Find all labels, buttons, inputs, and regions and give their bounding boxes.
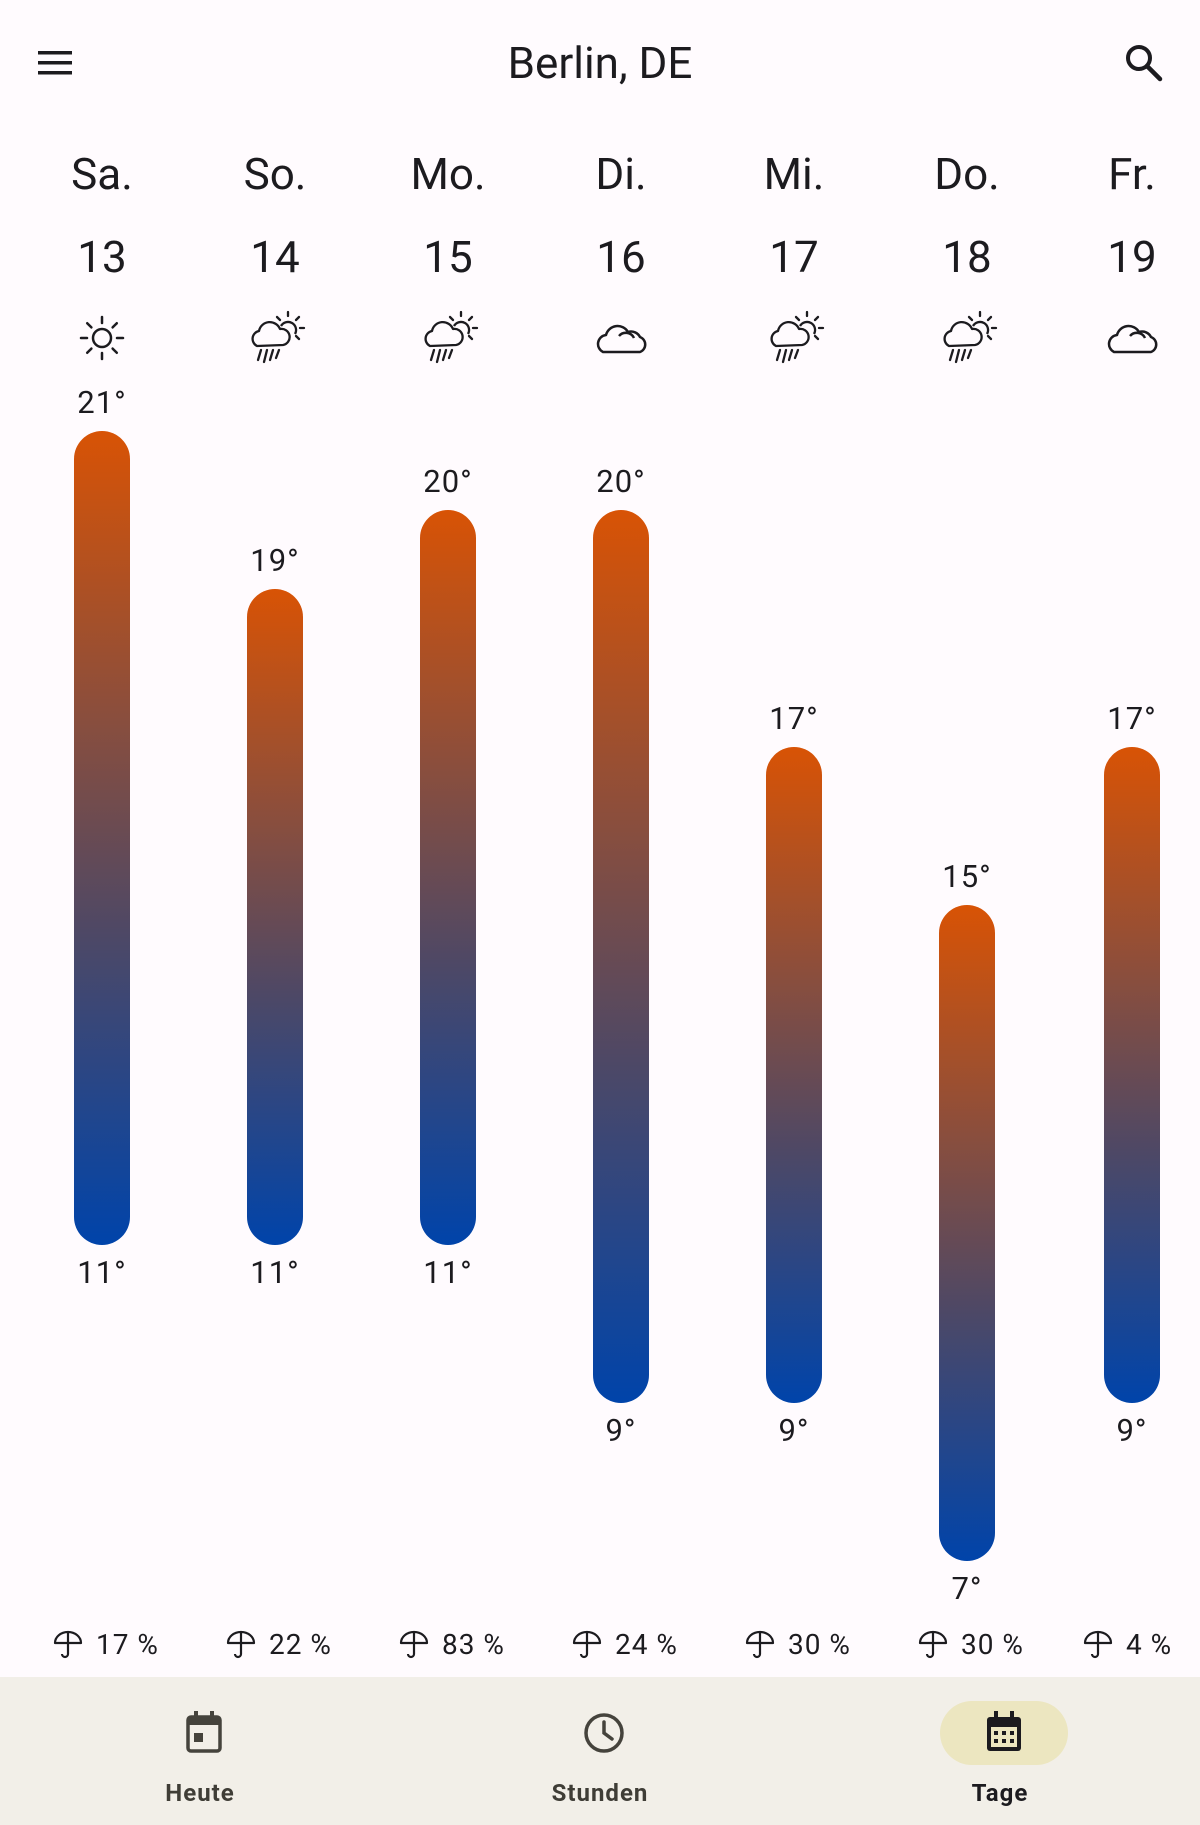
menu-button[interactable] — [20, 27, 92, 99]
nav-pill-heute — [140, 1701, 268, 1765]
day-date: 19 — [1107, 231, 1157, 283]
precipitation: 30 % — [744, 1622, 851, 1666]
temperature-bar — [939, 905, 995, 1561]
low-temp-label: 11° — [250, 1254, 300, 1291]
umbrella-icon — [226, 1630, 256, 1659]
day-name: Mo. — [410, 148, 486, 200]
menu-icon — [38, 51, 72, 75]
precipitation-value: 22 % — [269, 1627, 332, 1661]
nav-item-stunden[interactable]: Stunden — [400, 1677, 800, 1825]
low-temp-label: 7° — [951, 1570, 983, 1607]
precipitation: 4 % — [1082, 1622, 1172, 1666]
precipitation: 22 % — [225, 1622, 332, 1666]
temperature-bar — [766, 747, 822, 1403]
cloudy-icon — [589, 306, 653, 370]
page-title: Berlin, DE — [507, 37, 693, 89]
precipitation-value: 30 % — [961, 1627, 1024, 1661]
clock-icon — [584, 1713, 624, 1753]
low-temp-label: 9° — [605, 1412, 637, 1449]
high-temp-label: 20° — [423, 463, 473, 500]
umbrella-icon — [918, 1630, 948, 1659]
umbrella-icon — [53, 1630, 83, 1659]
umbrella-icon — [745, 1630, 775, 1659]
temperature-bar — [247, 589, 303, 1245]
precipitation: 17 % — [52, 1622, 159, 1666]
precipitation: 30 % — [917, 1622, 1024, 1666]
day-date: 13 — [77, 231, 127, 283]
precipitation: 24 % — [571, 1622, 678, 1666]
cloudy-icon — [1100, 306, 1164, 370]
precipitation-value: 24 % — [615, 1627, 678, 1661]
precipitation-value: 17 % — [96, 1627, 159, 1661]
day-date: 15 — [423, 231, 473, 283]
temperature-bar — [1104, 747, 1160, 1403]
day-name: Sa. — [71, 148, 133, 200]
top-app-bar: Berlin, DE — [0, 0, 1200, 128]
day-name: So. — [243, 148, 307, 200]
temperature-bar — [420, 510, 476, 1245]
rain-sun-icon — [416, 306, 480, 370]
nav-pill-stunden — [540, 1701, 668, 1765]
day-date: 16 — [596, 231, 646, 283]
umbrella-icon — [1083, 1630, 1113, 1659]
precipitation-value: 83 % — [442, 1627, 505, 1661]
day-date: 18 — [942, 231, 992, 283]
day-name: Di. — [595, 148, 647, 200]
nav-pill-tage — [940, 1701, 1068, 1765]
calendar-today-icon — [186, 1711, 222, 1753]
temperature-bar — [593, 510, 649, 1403]
low-temp-label: 11° — [423, 1254, 473, 1291]
low-temp-label: 9° — [778, 1412, 810, 1449]
calendar-month-icon — [987, 1711, 1021, 1751]
day-date: 17 — [769, 231, 819, 283]
nav-label-heute: Heute — [165, 1779, 235, 1807]
day-name: Mi. — [763, 148, 825, 200]
precipitation-value: 4 % — [1126, 1627, 1173, 1661]
rain-sun-icon — [243, 306, 307, 370]
temperature-bar — [74, 431, 130, 1245]
nav-label-stunden: Stunden — [551, 1779, 649, 1807]
high-temp-label: 20° — [596, 463, 646, 500]
rain-sun-icon — [762, 306, 826, 370]
high-temp-label: 17° — [1107, 700, 1157, 737]
nav-label-tage: Tage — [971, 1779, 1029, 1807]
day-name: Do. — [934, 148, 1000, 200]
day-name: Fr. — [1108, 148, 1156, 200]
precipitation: 83 % — [398, 1622, 505, 1666]
umbrella-icon — [572, 1630, 602, 1659]
search-button[interactable] — [1108, 27, 1180, 99]
search-icon — [1126, 45, 1163, 82]
rain-sun-icon — [935, 306, 999, 370]
bottom-navigation: Heute Stunden Tage — [0, 1677, 1200, 1825]
day-date: 14 — [250, 231, 300, 283]
nav-item-tage[interactable]: Tage — [800, 1677, 1200, 1825]
high-temp-label: 15° — [942, 858, 992, 895]
precipitation-value: 30 % — [788, 1627, 851, 1661]
nav-item-heute[interactable]: Heute — [0, 1677, 400, 1825]
low-temp-label: 9° — [1116, 1412, 1148, 1449]
low-temp-label: 11° — [77, 1254, 127, 1291]
umbrella-icon — [399, 1630, 429, 1659]
sunny-icon — [70, 306, 134, 370]
high-temp-label: 17° — [769, 700, 819, 737]
high-temp-label: 19° — [250, 542, 300, 579]
high-temp-label: 21° — [77, 384, 127, 421]
